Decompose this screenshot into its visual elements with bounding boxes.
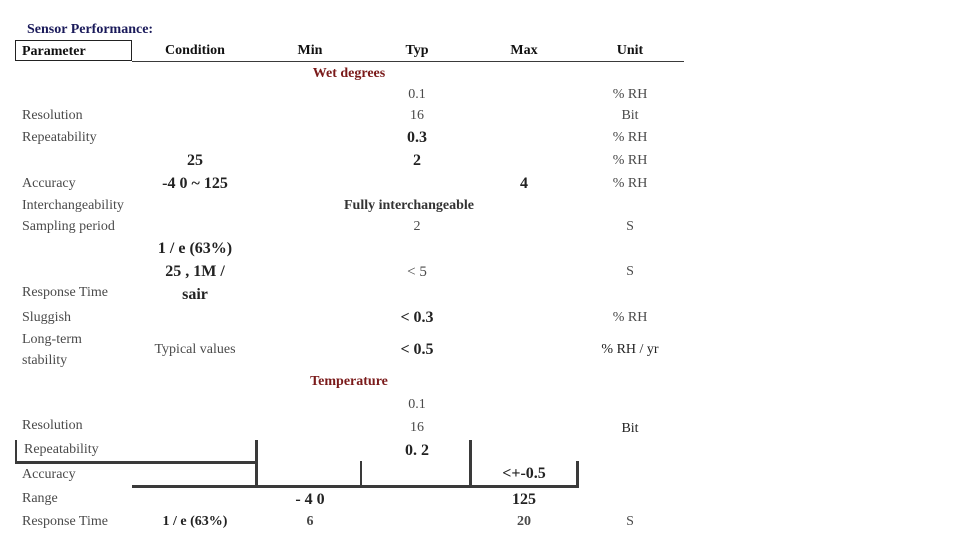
wet-stability-label-1: Long-term xyxy=(22,332,82,347)
rule-max-right xyxy=(576,461,579,488)
wet-repeatability-typ: 0.3 xyxy=(407,129,427,146)
header-underline xyxy=(132,61,684,62)
temp-accuracy-label: Accuracy xyxy=(22,467,76,482)
rule-max-left xyxy=(469,440,472,488)
header-condition: Condition xyxy=(165,43,225,58)
header-min: Min xyxy=(297,43,323,58)
header-typ: Typ xyxy=(405,43,429,58)
wet-sluggish-label: Sluggish xyxy=(22,310,72,325)
header-unit: Unit xyxy=(616,43,644,58)
temp-resolution-typ: 16 xyxy=(410,420,424,435)
wet-stability-label-2: stability xyxy=(22,353,68,368)
wet-accuracy-unit-top: % RH xyxy=(612,153,648,168)
section-temperature: Temperature xyxy=(310,374,388,389)
temp-response-max: 20 xyxy=(517,514,531,529)
wet-accuracy-cond: -4 0 ~ 125 xyxy=(162,175,228,192)
header-parameter: Parameter xyxy=(22,44,86,59)
wet-repeatability-unit: % RH xyxy=(612,130,648,145)
wet-resolution-typ-top: 0.1 xyxy=(408,87,426,102)
temp-resolution-unit: Bit xyxy=(621,421,639,436)
rule-repeatability-bottom xyxy=(15,461,257,464)
rule-left-vertical xyxy=(15,440,17,462)
wet-sampling-typ: 2 xyxy=(413,219,421,234)
wet-resolution-unit: Bit xyxy=(621,108,639,123)
wet-stability-unit: % RH / yr xyxy=(601,342,659,357)
wet-response-label: Response Time xyxy=(22,285,108,300)
wet-response-cond-1: 1 / e (63%) xyxy=(157,240,233,257)
wet-accuracy-typ-top: 2 xyxy=(413,152,421,169)
wet-repeatability-label: Repeatability xyxy=(22,130,97,145)
temp-response-cond: 1 / e (63%) xyxy=(162,514,228,529)
wet-sluggish-typ: < 0.3 xyxy=(400,309,434,326)
wet-sampling-unit: S xyxy=(626,219,634,234)
wet-accuracy-max: 4 xyxy=(520,175,528,192)
wet-accuracy-unit: % RH xyxy=(612,176,648,191)
temp-resolution-label: Resolution xyxy=(22,418,83,433)
section-wet-degrees: Wet degrees xyxy=(312,66,386,81)
temp-response-unit: S xyxy=(626,514,634,529)
wet-resolution-label: Resolution xyxy=(22,108,83,123)
temp-range-max: 125 xyxy=(512,491,536,508)
wet-accuracy-label: Accuracy xyxy=(22,176,76,191)
wet-response-cond-2: 25 , 1M / xyxy=(165,263,225,280)
page-title: Sensor Performance: xyxy=(27,22,154,37)
wet-resolution-unit-top: % RH xyxy=(612,87,648,102)
wet-response-typ: < 5 xyxy=(407,264,427,280)
wet-response-cond-3: sair xyxy=(182,286,208,303)
temp-response-label: Response Time xyxy=(22,514,108,529)
rule-accuracy-bottom xyxy=(132,485,579,488)
temp-range-label: Range xyxy=(22,491,58,506)
temp-repeatability-label: Repeatability xyxy=(24,442,99,457)
parameter-header-box xyxy=(15,40,132,61)
wet-sampling-label: Sampling period xyxy=(22,219,115,234)
temp-range-min: - 4 0 xyxy=(295,491,325,508)
temp-accuracy-max: <+-0.5 xyxy=(502,465,546,482)
wet-interchangeability-typ: Fully interchangeable xyxy=(343,198,475,213)
wet-sluggish-unit: % RH xyxy=(612,310,648,325)
wet-interchangeability-label: Interchangeability xyxy=(22,198,124,213)
wet-stability-cond: Typical values xyxy=(154,342,236,357)
temp-response-min: 6 xyxy=(306,514,314,529)
rule-typ-left xyxy=(360,461,362,488)
header-max: Max xyxy=(510,43,538,58)
wet-accuracy-cond-top: 25 xyxy=(187,152,203,169)
temp-resolution-typ-top: 0.1 xyxy=(408,397,426,412)
wet-resolution-typ: 16 xyxy=(410,108,424,123)
rule-min-left xyxy=(255,440,258,488)
wet-response-unit: S xyxy=(626,264,634,279)
temp-repeatability-typ: 0. 2 xyxy=(405,442,429,459)
wet-stability-typ: < 0.5 xyxy=(400,341,434,358)
